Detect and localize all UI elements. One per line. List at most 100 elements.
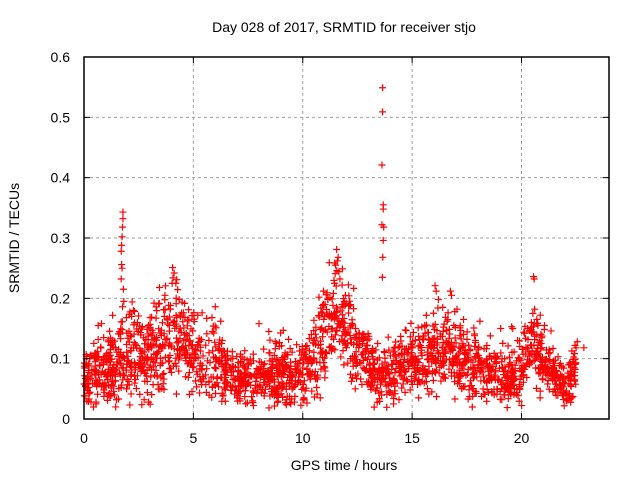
data-point xyxy=(571,360,579,368)
data-point xyxy=(341,336,349,344)
data-point xyxy=(340,361,348,369)
data-point xyxy=(208,383,216,391)
data-point xyxy=(447,344,455,352)
data-point xyxy=(253,364,261,372)
data-point xyxy=(350,305,358,313)
data-point xyxy=(536,394,544,402)
data-point xyxy=(305,347,313,355)
data-point xyxy=(521,365,529,373)
data-point xyxy=(143,378,151,386)
data-point xyxy=(284,351,292,359)
data-point xyxy=(498,377,506,385)
data-point xyxy=(545,350,553,358)
data-point xyxy=(351,385,359,393)
data-point xyxy=(451,395,459,403)
data-point xyxy=(165,357,173,365)
data-point xyxy=(336,323,344,331)
data-point xyxy=(153,333,161,341)
data-point xyxy=(464,370,472,378)
data-point xyxy=(482,378,490,386)
data-point xyxy=(238,353,246,361)
data-point xyxy=(516,375,524,383)
data-point xyxy=(486,332,494,340)
data-point xyxy=(398,342,406,350)
data-point xyxy=(148,391,156,399)
data-point xyxy=(98,320,105,328)
data-point xyxy=(119,215,127,223)
data-point xyxy=(520,329,528,337)
data-point xyxy=(439,303,447,311)
data-point xyxy=(451,308,459,316)
data-point xyxy=(383,390,391,398)
data-point xyxy=(523,344,531,352)
data-point xyxy=(344,359,352,367)
data-point xyxy=(445,356,453,364)
data-point xyxy=(346,370,354,378)
data-point xyxy=(130,344,138,352)
data-point xyxy=(167,368,175,376)
data-point xyxy=(271,338,279,346)
data-point xyxy=(116,359,124,367)
data-point xyxy=(155,283,163,291)
data-point xyxy=(137,331,145,339)
data-point xyxy=(391,369,399,377)
data-point xyxy=(458,361,466,369)
data-point xyxy=(234,367,242,375)
data-point xyxy=(241,387,249,395)
data-point xyxy=(120,297,128,305)
data-point xyxy=(310,316,318,324)
data-point xyxy=(436,363,444,371)
data-point xyxy=(329,301,337,309)
data-point xyxy=(118,241,126,249)
data-point xyxy=(379,253,387,261)
data-point xyxy=(204,357,212,365)
data-point xyxy=(423,385,431,393)
data-point xyxy=(203,330,211,338)
data-point xyxy=(444,309,452,317)
data-point xyxy=(218,374,226,382)
data-point xyxy=(128,298,136,306)
data-point xyxy=(355,329,363,337)
data-point xyxy=(144,341,152,349)
data-point xyxy=(490,349,498,357)
data-point xyxy=(318,348,326,356)
data-point xyxy=(355,335,363,343)
y-tick-label: 0.3 xyxy=(51,230,71,246)
data-point xyxy=(211,363,219,371)
data-point xyxy=(86,352,94,360)
data-point xyxy=(119,208,127,216)
data-point xyxy=(385,346,393,354)
data-point xyxy=(353,359,361,367)
data-point xyxy=(341,326,349,334)
data-point xyxy=(456,332,464,340)
data-point xyxy=(237,358,245,366)
data-point xyxy=(538,344,546,352)
data-point xyxy=(408,378,415,386)
data-point xyxy=(124,334,132,342)
data-point xyxy=(405,365,413,373)
data-point xyxy=(169,274,177,282)
y-tick-label: 0 xyxy=(62,411,70,427)
data-point xyxy=(148,313,156,321)
data-point xyxy=(131,376,139,384)
data-point xyxy=(337,321,345,329)
data-point xyxy=(112,365,120,373)
data-point xyxy=(471,342,479,350)
data-point xyxy=(533,315,541,323)
data-point xyxy=(179,318,187,326)
data-point xyxy=(142,336,150,344)
data-point xyxy=(271,378,279,386)
data-point xyxy=(315,313,323,321)
data-point xyxy=(280,370,288,378)
data-point xyxy=(568,372,576,380)
data-point xyxy=(359,330,367,338)
data-point xyxy=(159,380,167,388)
data-point xyxy=(118,233,126,241)
data-point xyxy=(177,329,185,337)
data-point xyxy=(173,276,181,284)
data-point xyxy=(114,395,122,403)
data-point xyxy=(136,390,144,398)
data-point xyxy=(333,326,341,334)
data-point xyxy=(126,401,134,409)
data-point xyxy=(389,360,397,368)
